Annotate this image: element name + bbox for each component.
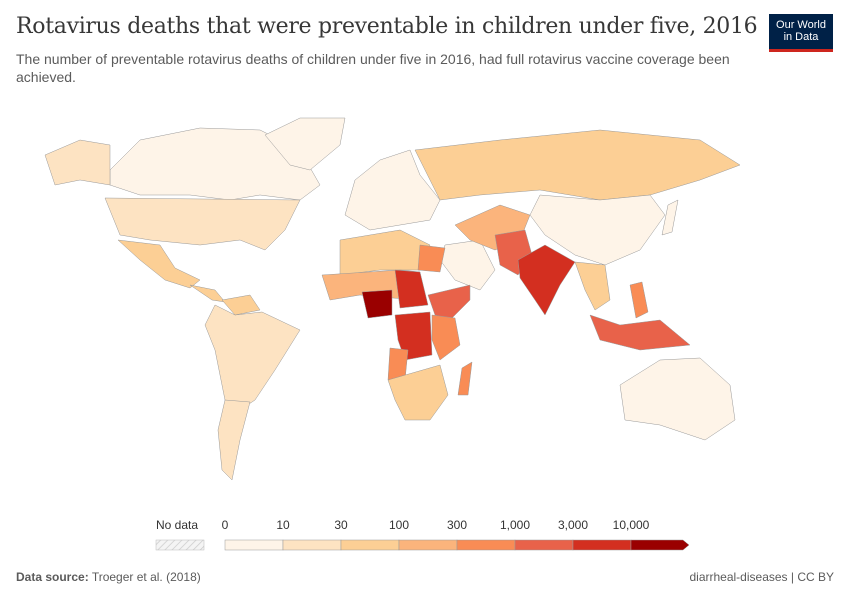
- legend-tick-label: 300: [446, 518, 468, 532]
- legend-tick-label: 100: [388, 518, 410, 532]
- country-sudan[interactable]: [394, 269, 429, 309]
- legend-bin-0: [224, 539, 284, 551]
- country-central-america[interactable]: [189, 284, 226, 303]
- country-alaska[interactable]: [44, 139, 111, 186]
- country-north-africa[interactable]: [339, 229, 431, 276]
- legend-bar: [155, 539, 690, 551]
- country-india[interactable]: [517, 244, 576, 316]
- country-southern-africa[interactable]: [387, 364, 449, 421]
- legend-tick-label: 30: [334, 518, 348, 532]
- legend-tick-label: 10: [276, 518, 290, 532]
- country-mexico[interactable]: [117, 239, 201, 289]
- country-japan[interactable]: [661, 199, 679, 236]
- owid-logo[interactable]: Our World in Data: [769, 14, 833, 52]
- country-south-america[interactable]: [204, 304, 301, 411]
- country-southeast-asia[interactable]: [574, 261, 611, 311]
- country-philippines[interactable]: [629, 281, 649, 319]
- country-indonesia[interactable]: [589, 314, 691, 351]
- country-greenland[interactable]: [264, 117, 346, 171]
- country-europe[interactable]: [344, 149, 441, 231]
- country-east-africa[interactable]: [431, 314, 461, 361]
- country-usa[interactable]: [104, 197, 301, 251]
- country-argentina-chile[interactable]: [217, 399, 251, 481]
- country-russia[interactable]: [414, 129, 741, 201]
- page-title: Rotavirus deaths that were preventable i…: [16, 14, 758, 39]
- country-australia[interactable]: [619, 357, 736, 441]
- legend-bin-4: [456, 539, 516, 551]
- legend-bin-7: [630, 539, 690, 551]
- footer-license[interactable]: diarrheal-diseases | CC BY: [689, 570, 834, 584]
- legend-no-data-label: No data: [155, 518, 199, 532]
- country-nigeria[interactable]: [361, 289, 393, 319]
- legend-bin-2: [340, 539, 400, 551]
- legend-bin-3: [398, 539, 458, 551]
- legend-bin-6: [572, 539, 632, 551]
- page-subtitle: The number of preventable rotavirus deat…: [16, 51, 730, 85]
- legend-tick-label: 3,000: [557, 518, 589, 532]
- legend-tick-label: 0: [221, 518, 229, 532]
- data-source: Data source: Troeger et al. (2018): [16, 570, 201, 584]
- country-china[interactable]: [529, 194, 666, 266]
- country-egypt[interactable]: [417, 244, 446, 273]
- country-madagascar[interactable]: [457, 361, 473, 396]
- legend-no-data-swatch: [155, 539, 205, 551]
- country-ethiopia[interactable]: [427, 284, 471, 321]
- country-venezuela[interactable]: [221, 294, 261, 316]
- country-drc[interactable]: [394, 311, 433, 361]
- country-middle-east[interactable]: [439, 239, 496, 291]
- legend-bin-1: [282, 539, 342, 551]
- legend-tick-label: 10,000: [612, 518, 650, 532]
- legend-bin-5: [514, 539, 574, 551]
- legend-tick-label: 1,000: [499, 518, 531, 532]
